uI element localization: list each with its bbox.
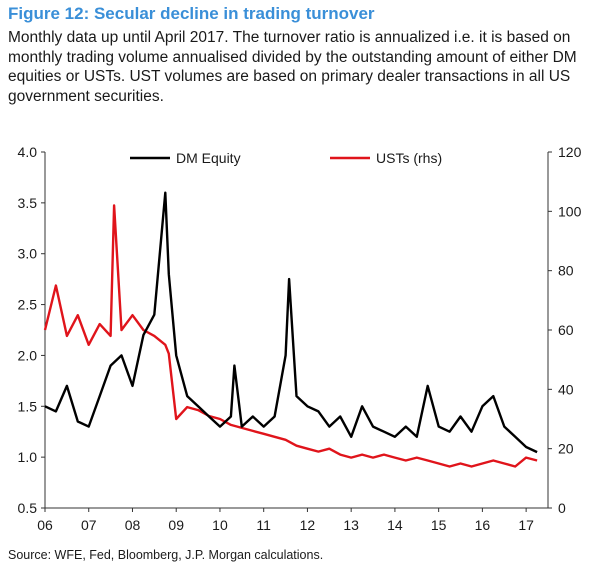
y-tick-label-left: 2.0 bbox=[18, 347, 38, 363]
y-tick-label-left: 3.0 bbox=[18, 246, 38, 262]
chart-subtitle: Monthly data up until April 2017. The tu… bbox=[8, 29, 577, 105]
x-tick-label: 09 bbox=[168, 517, 184, 533]
y-tick-label-right: 120 bbox=[558, 144, 582, 160]
x-tick-label: 14 bbox=[387, 517, 403, 533]
x-tick-label: 06 bbox=[37, 517, 53, 533]
source-note: Source: WFE, Fed, Bloomberg, J.P. Morgan… bbox=[8, 548, 324, 562]
chart-legend: DM Equity USTs (rhs) bbox=[130, 150, 442, 166]
y-tick-label-right: 20 bbox=[558, 441, 574, 457]
y-tick-label-left: 1.0 bbox=[18, 449, 38, 465]
y-tick-label-left: 3.5 bbox=[18, 195, 38, 211]
legend-label-usts: USTs (rhs) bbox=[376, 150, 442, 166]
y-tick-label-left: 0.5 bbox=[18, 500, 38, 516]
legend-label-dm-equity: DM Equity bbox=[176, 150, 241, 166]
chart-axes: 0.5 1.0 1.5 2.0 2.5 3.0 3.5 4.0 0 20 40 60 80 100 120 0… bbox=[18, 144, 582, 533]
y-tick-label-right: 100 bbox=[558, 203, 582, 219]
y-tick-label-right: 80 bbox=[558, 263, 574, 279]
x-tick-label: 07 bbox=[81, 517, 97, 533]
y-tick-label-right: 40 bbox=[558, 381, 574, 397]
x-tick-label: 13 bbox=[343, 517, 359, 533]
x-tick-label: 11 bbox=[256, 517, 271, 533]
y-tick-label-left: 1.5 bbox=[18, 398, 38, 414]
y-tick-label-left: 2.5 bbox=[18, 297, 38, 313]
chart-title: Figure 12: Secular decline in trading tu… bbox=[8, 4, 375, 23]
x-tick-label: 16 bbox=[475, 517, 491, 533]
x-tick-label: 17 bbox=[518, 517, 534, 533]
x-tick-label: 12 bbox=[300, 517, 316, 533]
x-tick-label: 15 bbox=[431, 517, 447, 533]
chart-series bbox=[43, 191, 538, 468]
x-tick-label: 08 bbox=[125, 517, 141, 533]
y-tick-label-right: 60 bbox=[558, 322, 574, 338]
x-tick-label: 10 bbox=[212, 517, 228, 533]
series-line-dm-equity bbox=[44, 191, 538, 454]
y-tick-label-right: 0 bbox=[558, 500, 566, 516]
series-line-usts bbox=[43, 204, 538, 468]
y-tick-label-left: 4.0 bbox=[18, 144, 38, 160]
